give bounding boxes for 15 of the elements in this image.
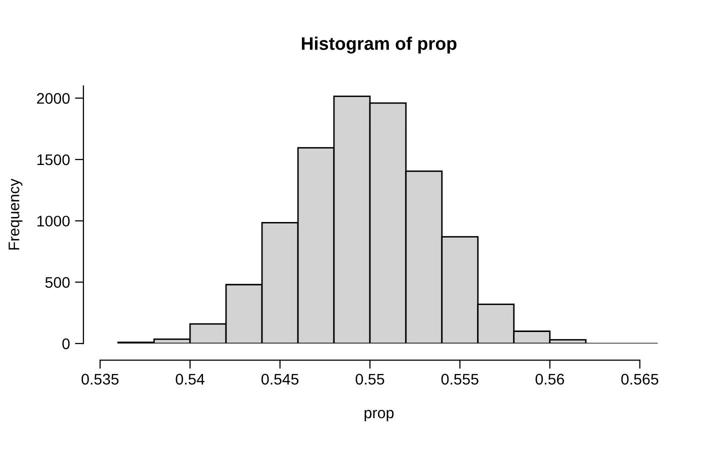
x-tick-label: 0.535: [82, 374, 119, 385]
y-tick-label: 500: [45, 277, 70, 288]
x-axis-title: prop: [364, 410, 394, 422]
x-tick-label: 0.56: [536, 374, 564, 385]
y-tick-label: 1500: [37, 154, 70, 166]
y-axis-title: Frequency: [8, 178, 22, 250]
x-tick-label: 0.55: [356, 374, 384, 385]
y-tick-label: 1000: [37, 216, 70, 227]
chart-title: Histogram of prop: [302, 36, 456, 54]
y-tick-label: 0: [62, 338, 70, 350]
x-tick-label: 0.545: [261, 374, 298, 385]
x-tick-label: 0.565: [621, 374, 658, 385]
x-tick-label: 0.54: [176, 374, 204, 385]
x-tick-label: 0.555: [441, 374, 478, 385]
y-tick-label: 2000: [37, 93, 70, 104]
